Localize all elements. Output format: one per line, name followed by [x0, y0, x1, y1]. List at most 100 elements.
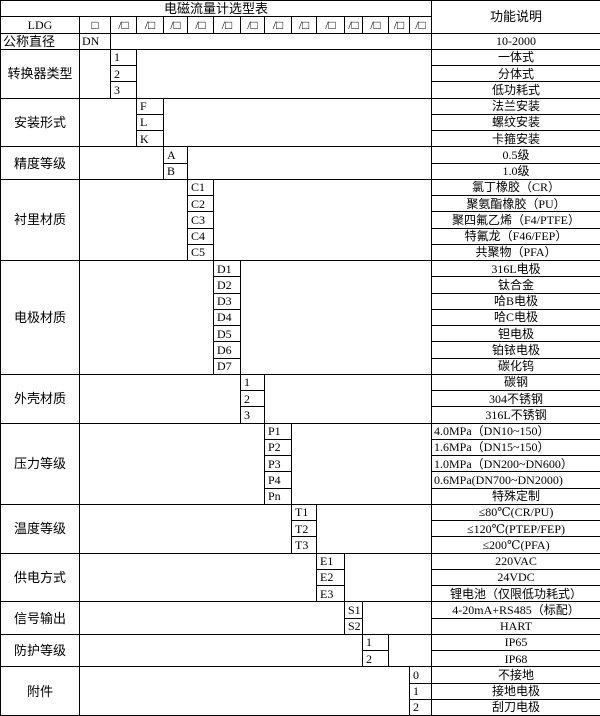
option-description: 螺纹安装	[432, 115, 600, 131]
option-description: 钛合金	[432, 277, 600, 294]
option-code: B	[164, 163, 188, 180]
option-description: 碳化钨	[432, 359, 600, 375]
option-code: A	[164, 147, 188, 164]
option-description: 特殊定制	[432, 489, 600, 505]
option-description: 0.5级	[432, 147, 600, 164]
model-slot-box: /□	[410, 17, 432, 34]
empty-cell	[241, 261, 432, 375]
empty-cell	[164, 98, 432, 148]
option-code: D3	[214, 293, 241, 310]
model-slot-box: /□	[214, 17, 241, 34]
option-description: 特氟龙（F46/FEP）	[432, 229, 600, 245]
empty-cell	[111, 33, 432, 50]
option-description: 24VDC	[432, 570, 600, 586]
option-description: 法兰安装	[432, 99, 600, 115]
nominal-diameter-label: 公称直径	[1, 33, 80, 50]
option-description: 接地电极	[432, 684, 600, 700]
option-description: 316L电极	[432, 261, 600, 278]
option-code: 2	[363, 651, 389, 668]
group-label: 信号输出	[1, 602, 80, 635]
empty-cell	[317, 504, 432, 554]
empty-cell	[80, 634, 363, 668]
empty-cell	[80, 98, 137, 148]
option-code: T3	[292, 537, 317, 554]
option-description: 共聚物（PFA）	[432, 245, 600, 261]
empty-cell	[80, 49, 111, 99]
option-code: 2	[111, 66, 137, 83]
option-code: P4	[265, 472, 292, 489]
option-code: 1	[111, 49, 137, 66]
empty-cell	[80, 423, 265, 505]
option-description: 哈B电极	[432, 294, 600, 310]
option-description: ≤200℃(PFA)	[432, 537, 600, 554]
table-title: 电磁流量计选型表	[1, 1, 432, 18]
option-code: P3	[265, 456, 292, 473]
model-slot-box: /□	[345, 17, 363, 34]
option-code: C5	[188, 244, 214, 261]
option-code: 1	[363, 634, 389, 651]
option-code: S2	[345, 618, 363, 635]
option-code: C1	[188, 179, 214, 196]
option-code: E3	[317, 586, 345, 603]
option-description: 0.6MPa(DN700~DN2000)	[432, 472, 600, 489]
option-description: 4.0MPa（DN10~150）	[432, 424, 600, 440]
option-description: IP68	[432, 651, 600, 668]
model-slot-box: /□	[317, 17, 345, 34]
model-slot-box: /□	[292, 17, 317, 34]
option-description: 316L不锈钢	[432, 407, 600, 424]
group-label: 安装形式	[1, 98, 80, 148]
option-code: 3	[111, 82, 137, 99]
model-slot-box: /□	[241, 17, 265, 34]
nominal-diameter-code: DN	[80, 33, 111, 50]
option-description: ≤120℃(PTEP/FEP)	[432, 521, 600, 538]
group-label: 衬里材质	[1, 179, 80, 261]
option-code: E1	[317, 553, 345, 570]
group-label: 精度等级	[1, 147, 80, 180]
option-description: ≤80℃(CR/PU)	[432, 505, 600, 521]
group-label: 供电方式	[1, 553, 80, 603]
option-code: D2	[214, 277, 241, 294]
option-code: C4	[188, 228, 214, 245]
option-code: L	[137, 114, 164, 131]
option-code: C3	[188, 212, 214, 229]
group-label: 外壳材质	[1, 374, 80, 424]
option-code: D5	[214, 326, 241, 343]
empty-cell	[214, 179, 432, 261]
option-code: 1	[410, 683, 432, 700]
option-description: 锂电池（仅限低功耗式）	[432, 586, 600, 603]
option-description: 钽电极	[432, 326, 600, 343]
group-label: 温度等级	[1, 504, 80, 554]
option-code: D7	[214, 358, 241, 375]
option-code: 2	[410, 699, 432, 716]
option-code: T1	[292, 504, 317, 521]
option-description: 刮刀电极	[432, 700, 600, 716]
option-code: Pn	[265, 488, 292, 505]
group-label: 转换器类型	[1, 49, 80, 99]
option-description: HART	[432, 619, 600, 635]
empty-cell	[80, 261, 214, 375]
empty-cell	[363, 602, 432, 635]
empty-cell	[80, 179, 188, 261]
option-code: C2	[188, 196, 214, 213]
model-slot-box: /□	[188, 17, 214, 34]
option-description: 1.6MPa（DN15~150）	[432, 440, 600, 456]
option-description: 氯丁橡胶（CR）	[432, 180, 600, 196]
option-code: E2	[317, 569, 345, 586]
option-code: 1	[241, 374, 265, 391]
option-description: 哈C电极	[432, 310, 600, 326]
option-code: P1	[265, 423, 292, 440]
group-label: 电极材质	[1, 261, 80, 375]
option-code: P2	[265, 439, 292, 456]
group-label: 附件	[1, 667, 80, 716]
option-description: 304不锈钢	[432, 391, 600, 408]
option-description: 4-20mA+RS485（标配）	[432, 602, 600, 619]
model-first-box: □	[80, 17, 111, 34]
option-code: 3	[241, 407, 265, 424]
group-label: 压力等级	[1, 423, 80, 505]
option-code: K	[137, 131, 164, 148]
empty-cell	[265, 374, 432, 424]
option-description: 低功耗式	[432, 82, 600, 99]
option-code: D1	[214, 261, 241, 278]
option-description: 分体式	[432, 66, 600, 83]
